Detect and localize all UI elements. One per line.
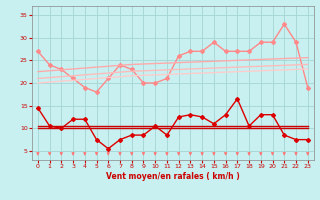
X-axis label: Vent moyen/en rafales ( km/h ): Vent moyen/en rafales ( km/h ) xyxy=(106,172,240,181)
